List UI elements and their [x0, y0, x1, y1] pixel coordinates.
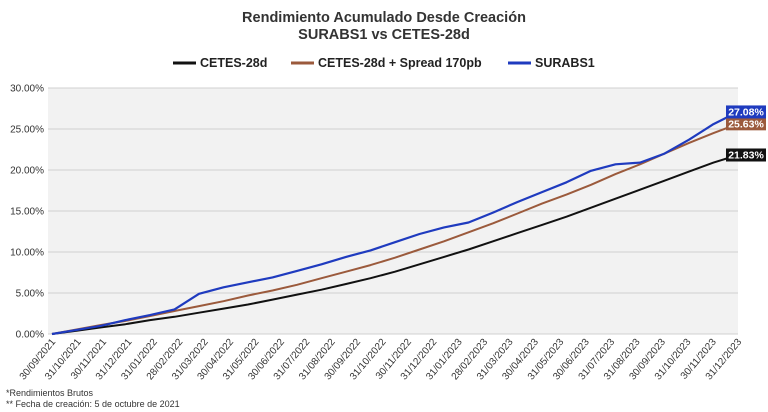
end-label-surabs1: 27.08% [726, 105, 766, 119]
footnote-creation-date: ** Fecha de creación: 5 de octubre de 20… [6, 399, 180, 409]
series-line-cetes [51, 154, 739, 335]
chart-subtitle: SURABS1 vs CETES-28d [298, 27, 470, 43]
series-line-surabs1 [51, 110, 739, 336]
legend-label-surabs1: SURABS1 [535, 56, 595, 70]
end-label-surabs1-bg [726, 105, 766, 119]
legend: CETES-28d CETES-28d + Spread 170pb SURAB… [173, 56, 595, 70]
y-tick-label: 15.00% [10, 207, 44, 218]
end-label-cetes-text: 21.83% [728, 149, 764, 161]
y-tick-label: 5.00% [16, 289, 44, 300]
y-tick-label: 10.00% [10, 248, 44, 259]
end-label-cetes-spread-text: 25.63% [728, 118, 764, 130]
end-label-surabs1-text: 27.08% [728, 106, 764, 118]
y-tick-label: 0.00% [16, 330, 44, 341]
series-line-cetes-spread [51, 122, 739, 335]
end-label-cetes-bg [726, 148, 766, 162]
legend-label-cetes: CETES-28d [200, 56, 267, 70]
end-label-cetes: 21.83% [726, 148, 766, 162]
end-label-cetes-spread: 25.63% [726, 117, 766, 131]
footnote-gross-returns: *Rendimientos Brutos [6, 388, 94, 398]
chart-title: Rendimiento Acumulado Desde Creación [242, 10, 526, 26]
y-tick-label: 30.00% [10, 84, 44, 95]
y-tick-label: 20.00% [10, 166, 44, 177]
y-tick-label: 25.00% [10, 125, 44, 136]
end-label-cetes-spread-bg [726, 117, 766, 131]
legend-label-cetes-spread: CETES-28d + Spread 170pb [318, 56, 482, 70]
